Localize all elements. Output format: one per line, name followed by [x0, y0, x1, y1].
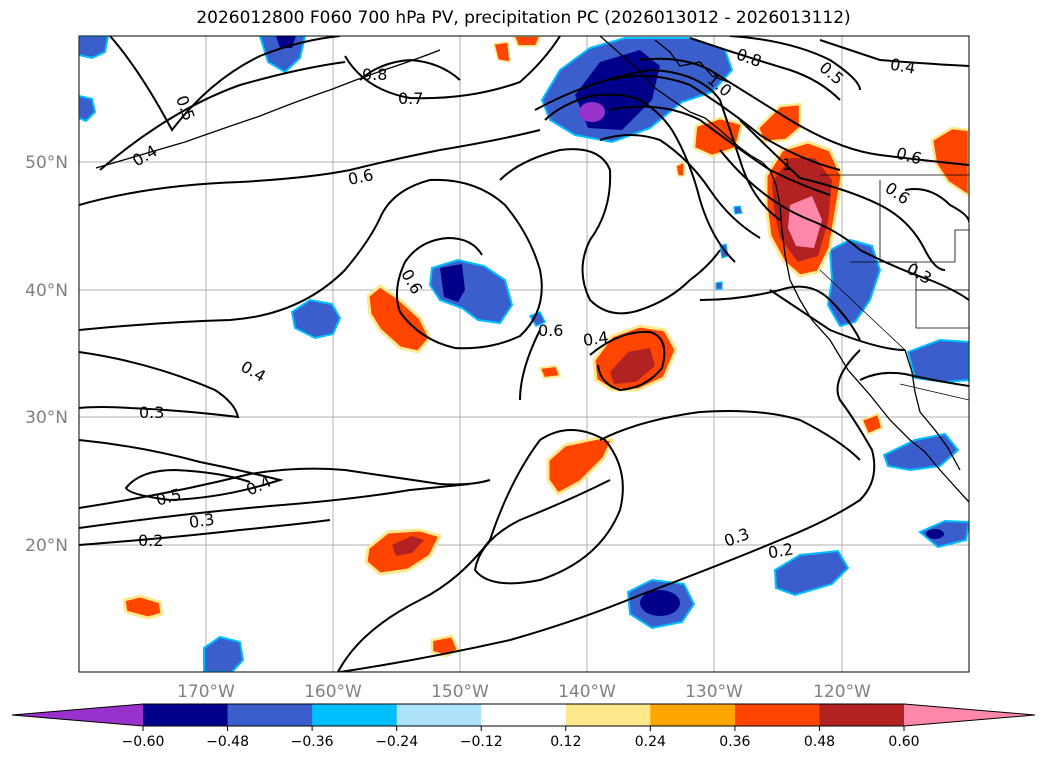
- colorbar-tick-label: −0.60: [122, 734, 165, 750]
- contour-label: 1: [782, 155, 792, 174]
- pv-contours: [79, 36, 969, 672]
- positive-precip-patches: [122, 36, 969, 658]
- boundaries: [819, 174, 969, 401]
- contour-label: 0.4: [889, 55, 917, 78]
- contour-label: 0.7: [398, 89, 423, 108]
- lon-label: 170°W: [177, 682, 235, 702]
- lat-label: 40°N: [25, 281, 68, 301]
- colorbar-segment: [481, 704, 567, 726]
- colorbar-segment: [143, 704, 229, 726]
- colorbar-tick-label: −0.36: [291, 734, 334, 750]
- coastlines: [95, 36, 969, 503]
- contour-label: 0.2: [138, 531, 163, 550]
- contour-label: 0.2: [766, 539, 794, 562]
- colorbar-tick-label: 0.24: [635, 734, 666, 750]
- map-title: 2026012800 F060 700 hPa PV, precipitatio…: [196, 8, 851, 28]
- lon-label: 120°W: [813, 682, 871, 702]
- map-border: [78, 35, 970, 673]
- colorbar-tick-label: 0.36: [719, 734, 750, 750]
- lat-label: 50°N: [25, 153, 68, 173]
- contour-label: 0.8: [362, 65, 387, 84]
- contour-label: 0.6: [346, 165, 375, 189]
- colorbar-segment: [565, 704, 651, 726]
- colorbar-segment: [734, 704, 820, 726]
- colorbar-tick-label: −0.48: [206, 734, 249, 750]
- lat-label: 30°N: [25, 408, 68, 428]
- colorbar-tick-label: 0.12: [550, 734, 581, 750]
- colorbar-tick-label: 0.48: [804, 734, 835, 750]
- contour-label: 0.3: [139, 403, 164, 422]
- lat-label: 20°N: [25, 536, 68, 556]
- colorbar-segment: [819, 704, 905, 726]
- contour-label: 0.6: [538, 321, 563, 340]
- colorbar-segment: [227, 704, 313, 726]
- latitude-labels: 50°N 40°N 30°N 20°N: [25, 153, 68, 556]
- contour-label: 0.3: [188, 510, 216, 532]
- lon-label: 140°W: [558, 682, 616, 702]
- colorbar: −0.60 −0.48 −0.36 −0.24 −0.12 0.12 0.24 0.36 0.4…: [11, 703, 1036, 750]
- colorbar-tick-label: −0.24: [375, 734, 418, 750]
- lon-label: 130°W: [685, 682, 743, 702]
- colorbar-extend-high: [904, 704, 1035, 726]
- colorbar-segment: [396, 704, 482, 726]
- colorbar-tick-label: 0.60: [888, 734, 919, 750]
- colorbar-tick-label: −0.12: [460, 734, 503, 750]
- contour-label: 0.4: [582, 328, 610, 350]
- lon-label: 160°W: [304, 682, 362, 702]
- colorbar-extend-low: [12, 704, 143, 726]
- longitude-labels: 170°W 160°W 150°W 140°W 130°W 120°W: [177, 682, 871, 702]
- lon-label: 150°W: [431, 682, 489, 702]
- colorbar-segment: [650, 704, 736, 726]
- colorbar-segment: [312, 704, 398, 726]
